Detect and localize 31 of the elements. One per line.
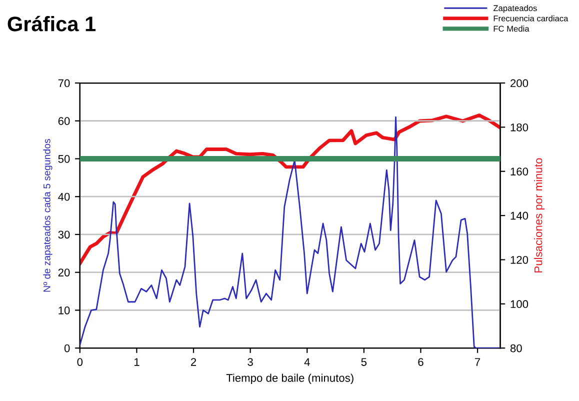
legend-label: Frecuencia cardiaca	[494, 15, 568, 22]
x-tick-label: 5	[361, 358, 367, 366]
line-series	[80, 114, 500, 266]
y-tick-label: 40	[58, 192, 70, 201]
y-tick-label: 70	[58, 79, 70, 88]
y-tick-label: 50	[58, 155, 70, 163]
chart-title: Gráfica 1	[8, 16, 96, 32]
y-tick-label: 0	[64, 344, 70, 352]
x-tick-label: 6	[418, 358, 424, 366]
x-axis-title: Tiempo de baile (minutos)	[226, 374, 354, 384]
y-axis-title: Nº de zapateados cada 5 segundos	[43, 138, 52, 292]
x-tick-label: 0	[77, 358, 83, 366]
y2-tick-label: 80	[510, 344, 522, 352]
y2-tick-label: 160	[510, 168, 528, 176]
x-tick-label: 7	[475, 358, 480, 366]
y2-tick-label: 200	[510, 79, 528, 88]
x-tick-label: 3	[248, 358, 253, 366]
y2-tick-label: 180	[510, 123, 528, 132]
legend-label: FC Media	[494, 26, 530, 32]
y-tick-label: 30	[58, 230, 70, 239]
y2-tick-label: 140	[510, 212, 528, 220]
y-tick-label: 60	[58, 117, 70, 126]
legend-label: Zapateados	[493, 5, 537, 13]
y-tick-label: 10	[58, 306, 70, 314]
x-tick-label: 1	[134, 358, 140, 366]
y2-axis-title: Pulsaciones por minuto	[534, 158, 544, 272]
x-tick-label: 2	[190, 358, 196, 366]
y-tick-label: 20	[58, 268, 70, 276]
y2-tick-label: 120	[510, 256, 528, 264]
x-tick-label: 4	[304, 358, 310, 366]
y2-tick-label: 100	[510, 300, 528, 308]
